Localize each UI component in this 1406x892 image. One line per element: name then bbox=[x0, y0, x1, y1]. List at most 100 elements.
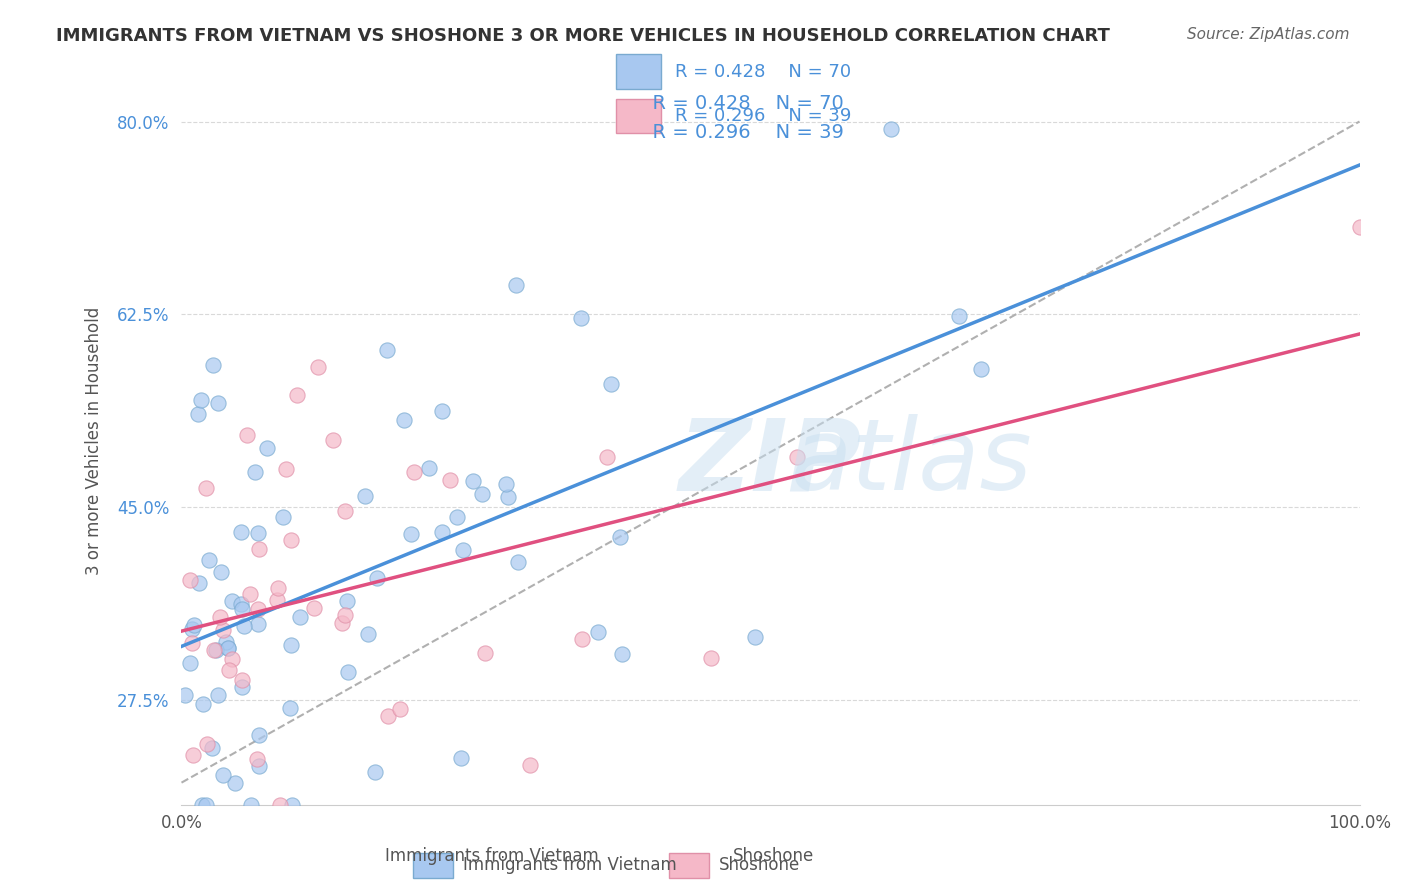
Point bbox=[207, 396, 229, 410]
Point bbox=[231, 597, 253, 611]
Point bbox=[519, 758, 541, 772]
Point bbox=[194, 797, 217, 812]
Point bbox=[280, 701, 302, 715]
Point bbox=[394, 412, 416, 426]
Point bbox=[496, 491, 519, 505]
Point bbox=[450, 751, 472, 765]
Point bbox=[285, 388, 308, 402]
Point bbox=[506, 556, 529, 570]
Point bbox=[246, 526, 269, 541]
Point bbox=[187, 407, 209, 421]
Point bbox=[218, 663, 240, 677]
Point bbox=[336, 594, 359, 608]
Point bbox=[377, 709, 399, 723]
Point bbox=[322, 433, 344, 447]
Point bbox=[366, 571, 388, 585]
Point bbox=[247, 617, 270, 632]
Point bbox=[439, 473, 461, 487]
Point bbox=[179, 656, 201, 670]
Point bbox=[209, 565, 232, 579]
Point bbox=[201, 358, 224, 372]
Point bbox=[247, 541, 270, 556]
Bar bbox=[616, 99, 661, 133]
Bar bbox=[413, 853, 453, 878]
Point bbox=[235, 428, 257, 442]
Point bbox=[471, 486, 494, 500]
Bar bbox=[616, 54, 661, 89]
Point bbox=[266, 592, 288, 607]
Point bbox=[281, 797, 304, 812]
Text: Shoshone: Shoshone bbox=[718, 856, 800, 874]
Text: R = 0.428    N = 70: R = 0.428 N = 70 bbox=[675, 63, 851, 81]
Point bbox=[276, 461, 298, 475]
Point bbox=[375, 343, 398, 358]
Point bbox=[418, 461, 440, 475]
Point bbox=[246, 752, 269, 766]
Text: Immigrants from Vietnam: Immigrants from Vietnam bbox=[385, 847, 599, 865]
Point bbox=[180, 636, 202, 650]
Point bbox=[215, 635, 238, 649]
Point bbox=[221, 594, 243, 608]
Point bbox=[571, 632, 593, 647]
Point bbox=[266, 581, 288, 595]
Text: ZIP: ZIP bbox=[679, 415, 862, 511]
Point bbox=[231, 680, 253, 694]
Point bbox=[231, 673, 253, 687]
Text: Source: ZipAtlas.com: Source: ZipAtlas.com bbox=[1187, 27, 1350, 42]
Point bbox=[197, 552, 219, 566]
Point bbox=[205, 643, 228, 657]
Point bbox=[388, 702, 411, 716]
Point bbox=[209, 610, 232, 624]
Point bbox=[948, 309, 970, 323]
Point bbox=[609, 530, 631, 544]
Point bbox=[224, 775, 246, 789]
Point bbox=[700, 651, 723, 665]
Text: R = 0.296    N = 39: R = 0.296 N = 39 bbox=[640, 123, 844, 142]
Point bbox=[357, 626, 380, 640]
Point bbox=[190, 797, 212, 812]
Point bbox=[596, 450, 619, 465]
Point bbox=[207, 688, 229, 702]
Point bbox=[970, 362, 993, 376]
Point bbox=[744, 630, 766, 644]
Point bbox=[610, 647, 633, 661]
Text: Immigrants from Vietnam: Immigrants from Vietnam bbox=[463, 856, 676, 874]
Point bbox=[402, 465, 425, 479]
Point bbox=[183, 617, 205, 632]
Bar bbox=[669, 853, 709, 878]
Point bbox=[179, 574, 201, 588]
Text: R = 0.428    N = 70: R = 0.428 N = 70 bbox=[640, 94, 844, 112]
Point bbox=[599, 376, 621, 391]
Point bbox=[256, 441, 278, 455]
Point bbox=[173, 688, 195, 702]
Point bbox=[202, 642, 225, 657]
Point bbox=[187, 576, 209, 591]
Point bbox=[195, 481, 218, 495]
Point bbox=[233, 619, 256, 633]
Point bbox=[354, 489, 377, 503]
Point bbox=[463, 474, 485, 488]
Point bbox=[336, 665, 359, 679]
Point bbox=[432, 525, 454, 540]
Point bbox=[474, 646, 496, 660]
Point bbox=[239, 797, 262, 812]
Point bbox=[269, 797, 291, 812]
Point bbox=[786, 450, 808, 465]
Point bbox=[505, 277, 527, 292]
Point bbox=[239, 587, 262, 601]
Point bbox=[569, 311, 592, 326]
Point bbox=[221, 652, 243, 666]
Point bbox=[446, 509, 468, 524]
Point bbox=[195, 738, 218, 752]
Point bbox=[364, 765, 387, 780]
Point bbox=[231, 602, 253, 616]
Point bbox=[217, 641, 239, 656]
Point bbox=[430, 403, 453, 417]
Point bbox=[288, 610, 311, 624]
Point bbox=[212, 768, 235, 782]
Point bbox=[335, 607, 357, 622]
Point bbox=[333, 504, 356, 518]
Point bbox=[280, 639, 302, 653]
Point bbox=[247, 759, 270, 773]
Point bbox=[280, 533, 302, 547]
